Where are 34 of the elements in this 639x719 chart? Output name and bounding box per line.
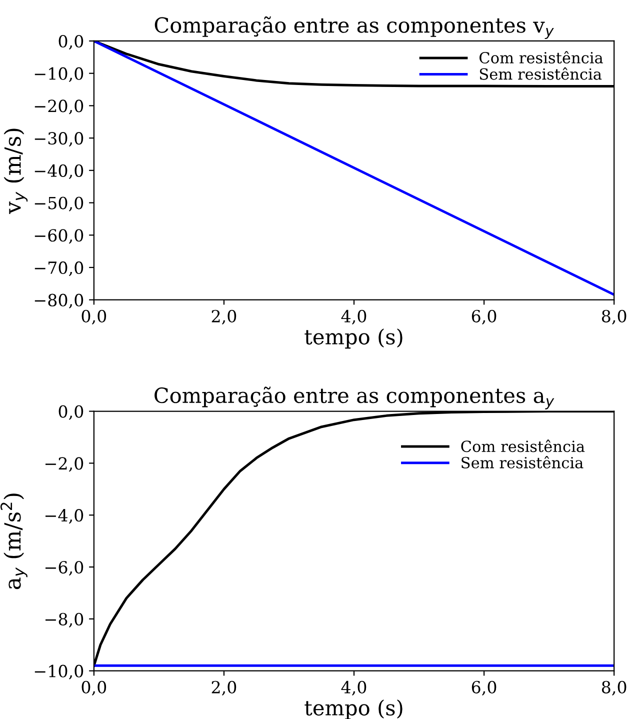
x-tick-label: 0,0 bbox=[82, 680, 106, 696]
legend-label: Com resistência bbox=[480, 51, 603, 64]
y-tick-label: −20,0 bbox=[34, 100, 84, 114]
y-tick-label: 0,0 bbox=[58, 405, 84, 420]
y-tick-label: −30,0 bbox=[34, 132, 84, 147]
x-tick-label: 0,0 bbox=[82, 310, 106, 324]
x-tick-label: 6,0 bbox=[472, 310, 496, 324]
legend-label: Sem resistência bbox=[462, 456, 584, 468]
legend-label: Com resistência bbox=[461, 440, 585, 452]
x-tick-label: 6,0 bbox=[472, 680, 496, 696]
y-axis-title: v$_{y}$ (m/s) bbox=[4, 128, 28, 214]
y-tick-label: −6,0 bbox=[46, 560, 84, 576]
x-tick-label: 2,0 bbox=[212, 310, 236, 324]
y-tick-label: 0,0 bbox=[58, 34, 84, 50]
x-axis-title: tempo (s) bbox=[304, 328, 402, 349]
y-tick-label: −4,0 bbox=[46, 509, 84, 524]
y-tick-label: −70,0 bbox=[34, 261, 84, 276]
y-tick-label: −50,0 bbox=[34, 196, 84, 212]
y-tick-label: −2,0 bbox=[46, 457, 84, 472]
y-tick-label: −40,0 bbox=[34, 164, 84, 180]
x-tick-label: 2,0 bbox=[212, 680, 236, 696]
y-tick-label: −10,0 bbox=[34, 67, 84, 82]
y-axis-title: a$_{y}$ (m/s$^{2}$) bbox=[0, 494, 28, 590]
y-tick-label: −80,0 bbox=[34, 294, 84, 308]
y-tick-label: −60,0 bbox=[34, 229, 84, 244]
chart-title: Comparação entre as componentes v$_{y}$ bbox=[154, 16, 554, 40]
legend-label: Sem resistência bbox=[480, 67, 602, 80]
chart-title: Comparação entre as componentes a$_{y}$ bbox=[154, 386, 554, 410]
x-tick-label: 4,0 bbox=[341, 680, 366, 696]
x-tick-label: 4,0 bbox=[341, 310, 366, 324]
x-tick-label: 8,0 bbox=[602, 310, 626, 324]
x-tick-label: 8,0 bbox=[602, 680, 626, 696]
y-tick-label: −8,0 bbox=[46, 612, 84, 628]
y-tick-label: −10,0 bbox=[34, 664, 84, 680]
